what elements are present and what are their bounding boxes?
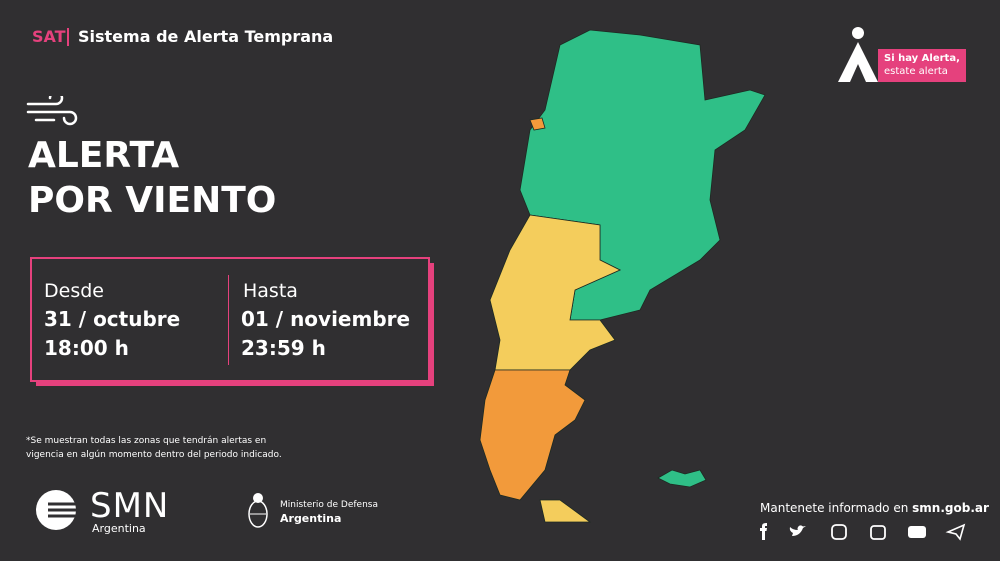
smn-logo-icon bbox=[36, 490, 88, 530]
coat-of-arms bbox=[248, 493, 268, 528]
to-label: Hasta bbox=[243, 280, 298, 302]
badge bbox=[878, 49, 966, 82]
smn-sub: Argentina bbox=[92, 522, 146, 535]
footer-text: Mantenete informado en bbox=[760, 501, 913, 515]
footer-link[interactable]: smn.gob.ar bbox=[912, 501, 989, 515]
ministry: Ministerio de Defensa bbox=[280, 500, 378, 510]
alert-line2: POR VIENTO bbox=[28, 180, 277, 221]
to-time: 23:59 h bbox=[241, 336, 326, 360]
twitter[interactable] bbox=[789, 525, 806, 536]
telegram[interactable] bbox=[945, 523, 966, 541]
region-orange bbox=[479, 369, 586, 501]
badge-line1: Si hay Alerta, bbox=[884, 53, 960, 64]
region-yellow bbox=[489, 214, 621, 371]
youtube[interactable] bbox=[908, 526, 926, 538]
from-date: 31 / octubre bbox=[44, 307, 181, 331]
badge-line2: estate alerta bbox=[884, 66, 948, 77]
facebook[interactable] bbox=[760, 523, 767, 540]
period-box bbox=[30, 257, 430, 382]
to-date: 01 / noviembre bbox=[241, 307, 411, 331]
alert-icon bbox=[838, 27, 878, 82]
ministry-sub: Argentina bbox=[280, 512, 342, 525]
separator bbox=[67, 28, 69, 46]
from-label: Desde bbox=[44, 280, 104, 302]
instagram[interactable] bbox=[831, 524, 847, 540]
region-tierra-del-fuego bbox=[539, 499, 592, 523]
alert-line1: ALERTA bbox=[28, 135, 180, 176]
footer: Mantenete informado en smn.gob.ar bbox=[760, 501, 989, 515]
from-time: 18:00 h bbox=[44, 336, 129, 360]
region-orange-dot bbox=[529, 117, 546, 131]
divider bbox=[228, 275, 229, 365]
header-title: Sistema de Alerta Temprana bbox=[78, 27, 334, 46]
map bbox=[479, 29, 766, 523]
social-icons bbox=[760, 523, 966, 541]
tag: SAT bbox=[32, 27, 66, 46]
note-line: *Se muestran todas las zonas que tendrán… bbox=[26, 436, 267, 446]
islands bbox=[657, 469, 707, 488]
note-line: vigencia en algún momento dentro del per… bbox=[26, 450, 282, 460]
smn-logo: SMN bbox=[90, 486, 170, 526]
wind-icon bbox=[26, 96, 78, 126]
igtv[interactable] bbox=[870, 525, 886, 540]
